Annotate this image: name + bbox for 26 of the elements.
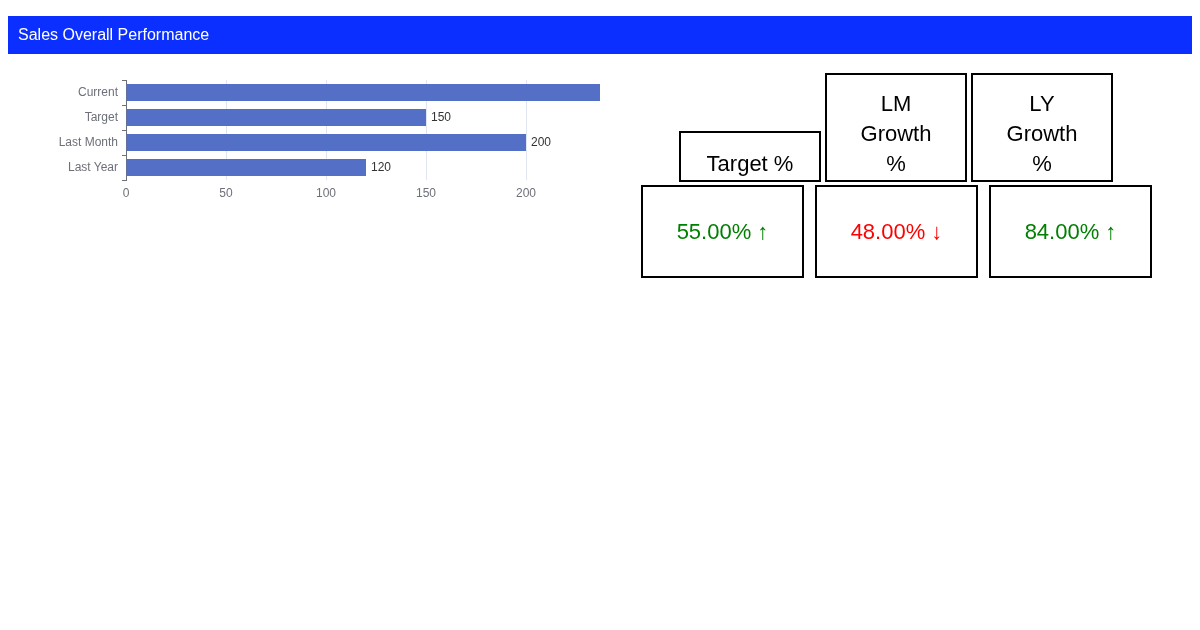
category-label: LM Growth % (859, 90, 933, 178)
card-frame: 55.00% ↑ (641, 185, 804, 278)
x-tick-label: 150 (415, 185, 437, 200)
y-tick-label: Target (84, 109, 119, 124)
data-label: 150 (431, 109, 452, 124)
x-tick-label: 200 (515, 185, 537, 200)
bar (126, 159, 366, 176)
heading-frame: LY Growth % (971, 73, 1113, 182)
y-tick-label: Last Month (58, 134, 118, 149)
heading-frame: LM Growth % (825, 73, 967, 182)
data-label: 200 (531, 134, 552, 149)
x-tick-label: 50 (219, 185, 233, 200)
bar (126, 109, 426, 126)
bar (126, 134, 526, 151)
category-label: Target % (705, 150, 795, 178)
card-frame: 84.00% ↑ (989, 185, 1152, 278)
card-frame: 48.00% ↓ (815, 185, 978, 278)
heading-frame: Target % (679, 131, 821, 182)
bar (126, 84, 600, 101)
category-label: LY Growth % (1005, 90, 1079, 178)
y-tick-label: Last Year (67, 159, 118, 174)
y-tick-label: Current (77, 84, 119, 99)
data-label: 120 (371, 159, 392, 174)
x-tick-label: 100 (315, 185, 337, 200)
x-tick-label: 0 (122, 185, 130, 200)
chart-title: Sales Overall Performance (18, 26, 210, 44)
